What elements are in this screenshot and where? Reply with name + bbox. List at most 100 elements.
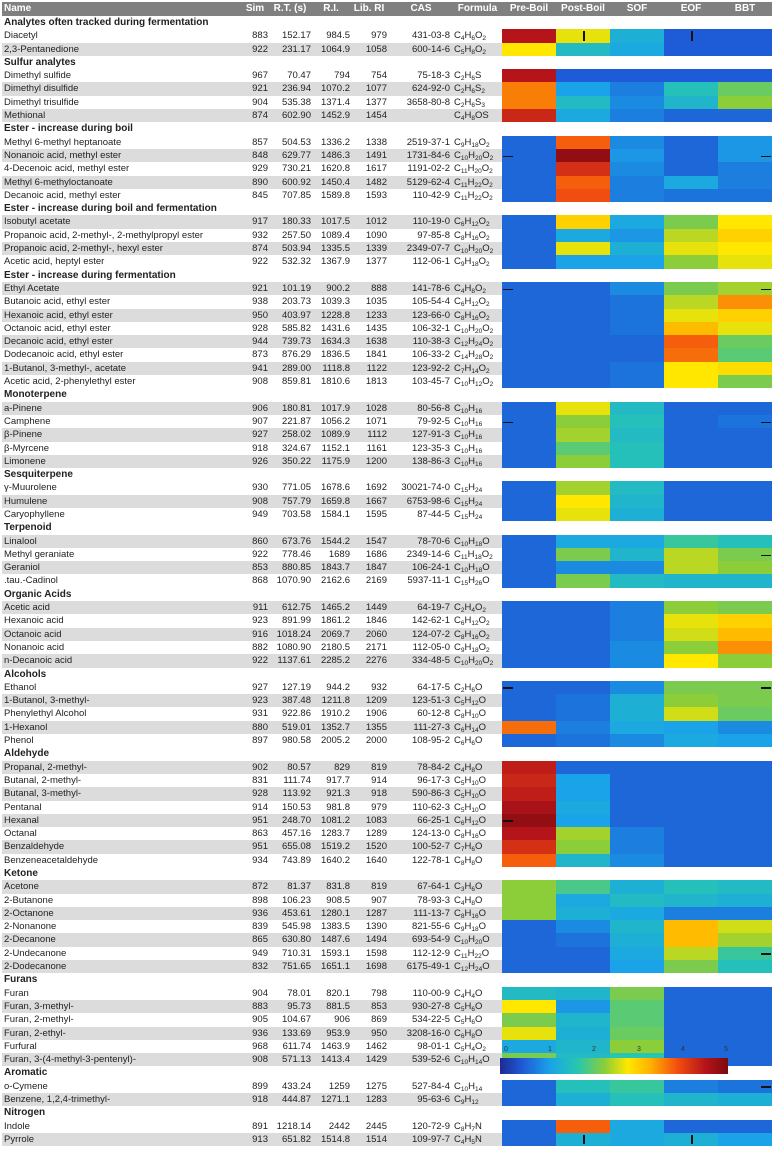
heat-cell — [664, 1093, 718, 1107]
compound-name: 1-Hexanol — [4, 721, 48, 733]
heat-cell — [610, 215, 664, 229]
header-row: Name Sim R.T. (s) R.I. Lib. RI CAS Formu… — [2, 2, 772, 16]
heat-cell — [502, 507, 556, 522]
heat-cell — [718, 654, 772, 668]
heat-cell — [610, 348, 664, 362]
compound-name: Phenylethyl Alcohol — [4, 708, 87, 720]
heat-cell — [610, 441, 664, 455]
heat-cell — [718, 42, 772, 56]
heat-cell — [664, 135, 718, 149]
compound-name: Dimethyl sulfide — [4, 70, 72, 82]
heat-cell — [502, 614, 556, 628]
heat-cell — [502, 734, 556, 748]
compound-name: Methyl 6-methyloctanoate — [4, 176, 113, 188]
molecular-formula: C15H24 — [454, 482, 483, 495]
molecular-formula: C10H20O2 — [454, 655, 494, 668]
similarity-value: 926 — [252, 455, 268, 467]
similarity-value: 923 — [252, 615, 268, 627]
heat-cell — [610, 255, 664, 269]
compound-name: Furan, 3-methyl- — [4, 1000, 74, 1012]
heat-cell — [556, 95, 610, 110]
similarity-value: 921 — [252, 282, 268, 294]
retention-time: 81.37 — [287, 881, 311, 893]
cas-number: 103-45-7 — [411, 376, 450, 388]
table-row: β-Myrcene 918 324.67 1152.1 1161 123-35-3 C10H… — [2, 441, 772, 455]
cas-number: 87-44-5 — [417, 508, 450, 520]
retention-index: 1017.5 — [320, 216, 350, 228]
heat-cell — [610, 321, 664, 336]
heat-cell — [664, 481, 718, 495]
heat-cell — [502, 547, 556, 562]
table-row: Hexanoic acid, ethyl ester 950 403.97 1228.… — [2, 308, 772, 322]
retention-index: 1452.9 — [320, 110, 350, 122]
heat-cell — [664, 428, 718, 442]
retention-time: 258.02 — [281, 429, 311, 441]
molecular-formula: C9H18O2 — [454, 256, 490, 269]
retention-index: 1593.1 — [320, 947, 350, 959]
table-row: 1-Hexanol 880 519.01 1352.7 1355 111-27-3 C6H1… — [2, 720, 772, 735]
retention-index: 1271.1 — [320, 1094, 350, 1106]
similarity-value: 911 — [252, 602, 268, 614]
heat-cell — [718, 614, 772, 628]
cas-number: 2349-07-7 — [406, 243, 450, 255]
similarity-value: 904 — [252, 96, 268, 108]
cas-number: 64-17-5 — [417, 681, 450, 693]
molecular-formula: C10H12O2 — [454, 376, 494, 389]
heat-cell — [502, 813, 556, 828]
retention-index: 1836.5 — [320, 349, 350, 361]
retention-time: 545.98 — [281, 921, 311, 933]
molecular-formula: C2H6O — [454, 681, 483, 694]
heat-cell — [502, 361, 556, 376]
compound-name: Benzeneacetaldehyde — [4, 854, 99, 866]
heat-cell — [502, 481, 556, 495]
heat-cell — [718, 800, 772, 814]
library-ri: 950 — [371, 1027, 387, 1039]
similarity-value: 906 — [252, 402, 268, 414]
table-row: Decanoic acid, ethyl ester 944 739.73 1634.… — [2, 335, 772, 349]
compound-name: Furfural — [4, 1040, 37, 1052]
similarity-value: 904 — [252, 987, 268, 999]
heat-cell — [718, 95, 772, 110]
library-ri: 1283 — [365, 1094, 387, 1106]
heat-cell — [610, 1119, 664, 1133]
similarity-value: 865 — [252, 934, 268, 946]
table-row: Isobutyl acetate 917 180.33 1017.5 1012 110-1… — [2, 215, 772, 229]
table-row: Dimethyl trisulfide 904 535.38 1371.4 1377 36… — [2, 95, 772, 110]
library-ri: 1494 — [365, 934, 387, 946]
molecular-formula: C8H16O — [454, 907, 486, 920]
similarity-value: 897 — [252, 735, 268, 747]
heat-cell — [556, 906, 610, 921]
table-row: Ethanol 927 127.19 944.2 932 64-17-5 C2H6O — [2, 680, 772, 695]
table-row: Methyl 6-methyl heptanoate 857 504.53 1336.… — [2, 135, 772, 149]
col-header: EOF — [680, 3, 702, 14]
heat-cell — [718, 853, 772, 867]
heat-cell — [610, 906, 664, 921]
table-row: Hexanoic acid 923 891.99 1861.2 1846 142-62-1… — [2, 614, 772, 628]
heat-cell — [556, 640, 610, 655]
heat-cell — [502, 228, 556, 243]
retention-index: 944.2 — [326, 681, 350, 693]
cas-number: 138-86-3 — [411, 455, 450, 467]
retention-index: 1544.2 — [320, 535, 350, 547]
heat-cell — [718, 148, 772, 163]
heat-cell — [664, 109, 718, 123]
heat-cell — [664, 680, 718, 695]
scale-tick-label: 5 — [724, 1046, 728, 1053]
library-ri: 907 — [371, 894, 387, 906]
library-ri: 1233 — [365, 309, 387, 321]
retention-time: 101.19 — [281, 282, 311, 294]
heat-cell — [502, 162, 556, 176]
compound-name: 2-Decanone — [4, 934, 56, 946]
library-ri: 1090 — [365, 229, 387, 241]
cas-number: 112-05-0 — [412, 641, 450, 653]
heat-cell — [556, 933, 610, 947]
retention-time: 778.46 — [281, 548, 311, 560]
retention-index: 2442 — [328, 1120, 350, 1132]
retention-index: 1070.2 — [320, 83, 350, 95]
library-ri: 1454 — [365, 110, 387, 122]
scale-tick-label: 3 — [637, 1046, 641, 1053]
heat-cell — [664, 95, 718, 110]
heat-cell — [610, 42, 664, 56]
table-row: Dimethyl disulfide 921 236.94 1070.2 1077 624… — [2, 82, 772, 96]
cas-number: 123-51-3 — [411, 695, 450, 707]
